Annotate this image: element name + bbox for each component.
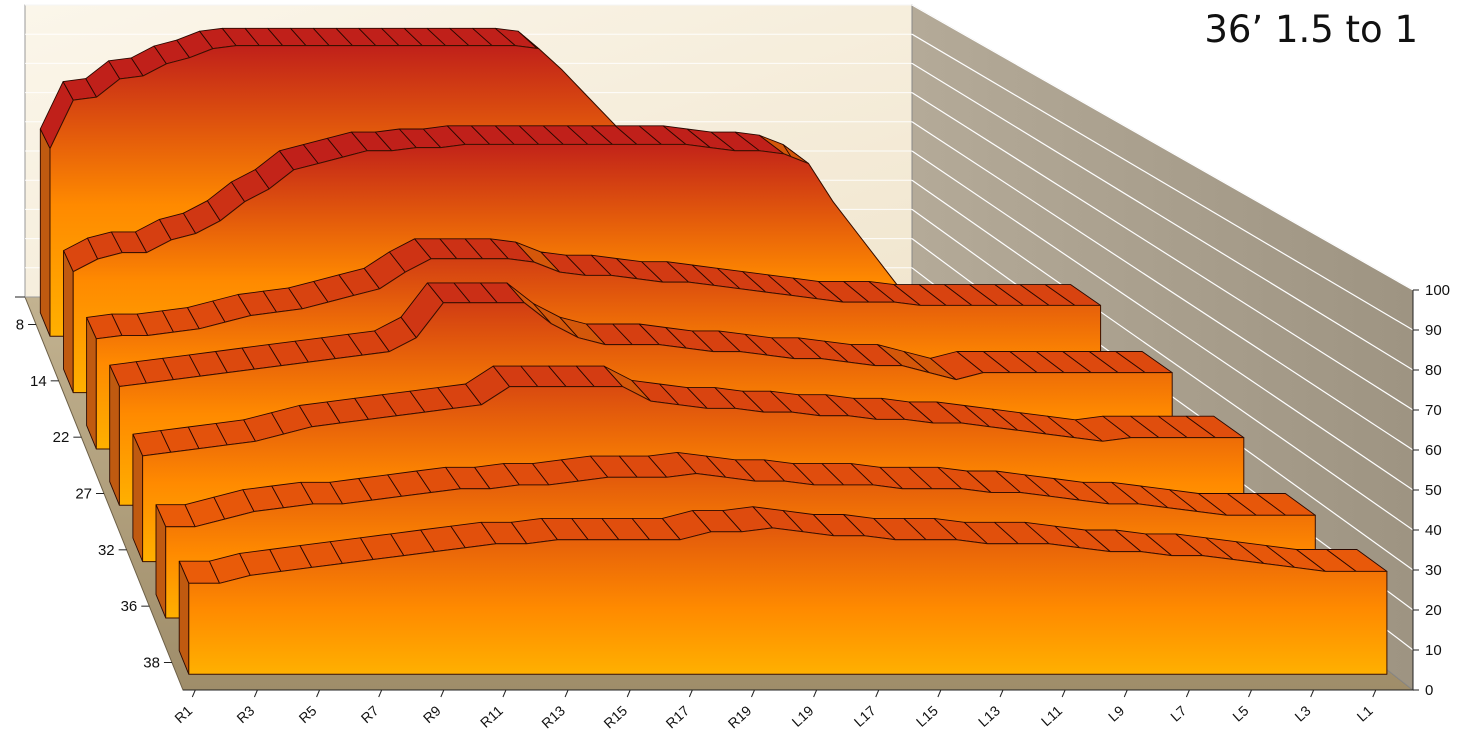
y-tick-label: 60 <box>1425 442 1442 459</box>
x-tick-label: L11 <box>1038 702 1065 729</box>
series-front-face <box>188 527 1388 675</box>
x-tick-label: R11 <box>477 702 506 731</box>
x-tick-label: R5 <box>296 702 320 726</box>
y-tick-label: 90 <box>1425 322 1442 339</box>
series-end-cap <box>132 434 144 562</box>
x-tick-label: L9 <box>1105 702 1127 724</box>
y-tick-label: 50 <box>1425 482 1442 499</box>
x-tick-mark <box>1061 689 1066 698</box>
x-tick-mark <box>502 689 507 698</box>
y-tick-label: 30 <box>1425 562 1442 579</box>
gridline-side <box>911 33 1414 331</box>
depth-tick-label: 36 <box>121 598 138 615</box>
x-tick-mark <box>564 689 569 698</box>
x-tick-mark <box>1372 689 1377 698</box>
gridline-side <box>911 62 1414 371</box>
x-tick-mark <box>813 689 818 698</box>
series-end-cap <box>39 128 51 337</box>
y-tick-label: 80 <box>1425 362 1442 379</box>
x-tick-mark <box>440 689 445 698</box>
depth-tick-label: 8 <box>16 317 24 334</box>
x-tick-label: L13 <box>975 702 1003 730</box>
x-tick-mark <box>937 689 942 698</box>
x-tick-mark <box>875 689 880 698</box>
x-tick-mark <box>378 689 383 698</box>
x-tick-mark <box>1185 689 1190 698</box>
x-tick-label: R15 <box>600 702 630 731</box>
series-end-cap <box>86 317 97 450</box>
gridline-side <box>911 92 1414 411</box>
x-tick-mark <box>751 689 755 698</box>
depth-tick-label: 32 <box>98 542 115 559</box>
x-tick-label: R9 <box>420 702 444 726</box>
x-tick-label: R7 <box>358 702 382 726</box>
y-tick-label: 70 <box>1425 402 1442 419</box>
x-tick-mark <box>1248 689 1252 698</box>
x-tick-label: L19 <box>789 702 817 730</box>
x-tick-label: L3 <box>1291 702 1313 724</box>
x-tick-label: R1 <box>171 702 195 726</box>
gridline-side <box>911 4 1414 291</box>
depth-tick-label: 38 <box>143 654 160 671</box>
x-tick-label: R19 <box>725 702 755 731</box>
y-tick-label: 20 <box>1425 602 1442 619</box>
depth-tick-label: 14 <box>30 373 47 390</box>
x-tick-label: L15 <box>913 702 941 730</box>
x-tick-mark <box>316 689 321 698</box>
x-tick-label: L1 <box>1354 702 1376 724</box>
series-end-cap <box>109 365 120 506</box>
y-tick-label: 40 <box>1425 522 1442 539</box>
depth-tick-label: 22 <box>53 429 70 446</box>
gridline-side <box>911 150 1414 491</box>
x-tick-label: L17 <box>851 702 879 730</box>
x-tick-mark <box>688 689 693 698</box>
gridline-side <box>911 179 1414 531</box>
x-tick-label: L7 <box>1167 702 1189 724</box>
series-layer <box>39 27 1388 675</box>
x-tick-label: R3 <box>233 702 257 726</box>
y-tick-label: 0 <box>1425 682 1433 699</box>
series-38 <box>178 506 1388 675</box>
series-end-cap <box>63 250 74 393</box>
x-tick-label: R13 <box>538 702 568 731</box>
y-tick-label: 100 <box>1425 282 1450 299</box>
depth-tick-label: 27 <box>75 486 92 503</box>
x-tick-label: R17 <box>663 702 693 731</box>
y-tick-label: 10 <box>1425 642 1442 659</box>
x-tick-mark <box>626 689 631 698</box>
x-tick-mark <box>1123 689 1128 698</box>
chart-title: 36’ 1.5 to 1 <box>1204 8 1418 51</box>
x-tick-mark <box>999 689 1004 698</box>
x-tick-mark <box>1310 689 1315 698</box>
x-tick-mark <box>253 689 258 698</box>
gridline-side <box>911 121 1414 451</box>
x-tick-label: L5 <box>1229 702 1251 724</box>
x-tick-mark <box>191 689 196 698</box>
